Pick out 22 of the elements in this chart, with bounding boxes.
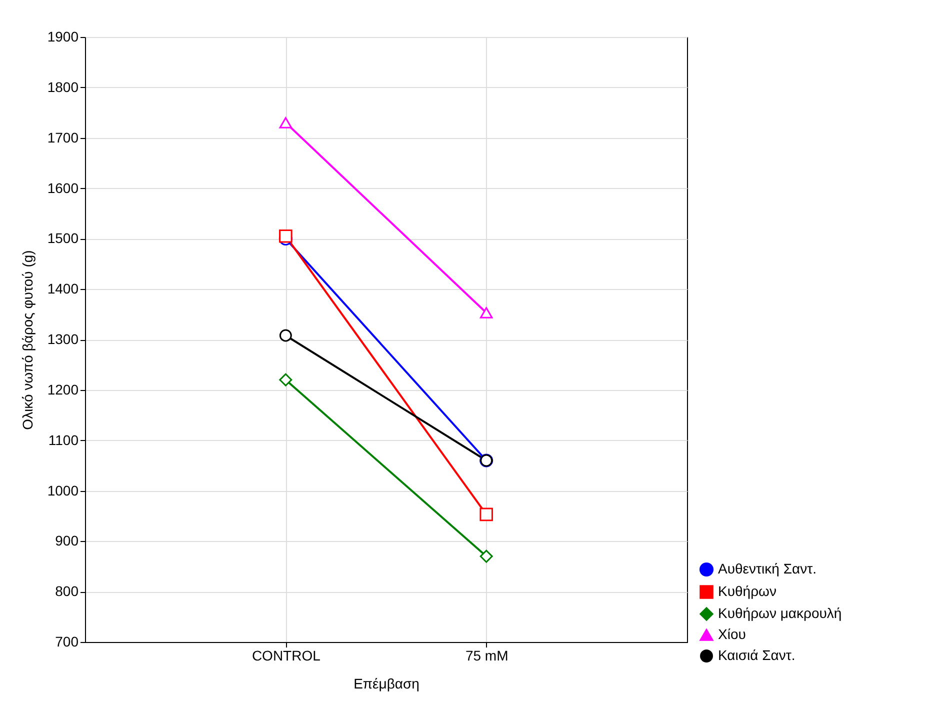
y-tick-label: 1400 [47,280,79,297]
y-tick-label: 1100 [48,432,79,448]
y-axis-title: Ολικό νωπό βάρος φυτού (g) [19,250,36,430]
y-tick-label: 1900 [47,28,79,44]
legend-label: Χίου [718,626,746,642]
y-tick-label: 1600 [47,180,79,196]
y-tick-label: 1300 [47,331,79,347]
y-tick-label: 1500 [47,230,79,246]
x-tick-label: CONTROL [252,648,321,664]
y-tick-label: 1800 [47,78,79,95]
y-tick-label: 1200 [47,381,79,398]
legend-label: Κυθήρων [718,583,776,599]
y-tick-label: 900 [55,532,79,549]
legend-label: Κυθήρων μακρουλή [718,605,842,621]
x-axis-title: Επέμβαση [354,676,420,692]
x-tick-label: 75 mM [465,648,508,664]
y-tick-label: 700 [55,634,79,650]
legend-label: Αυθεντική Σαντ. [718,560,817,576]
y-tick-label: 800 [55,583,79,600]
legend-label: Καισιά Σαντ. [718,647,796,663]
y-tick-label: 1700 [47,129,79,146]
y-tick-label: 1000 [47,482,79,498]
